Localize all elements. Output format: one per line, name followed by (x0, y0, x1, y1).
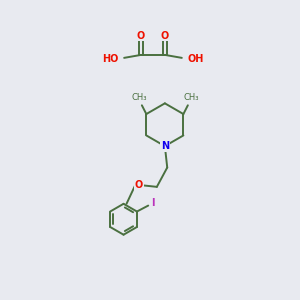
Text: N: N (161, 141, 169, 151)
Text: O: O (137, 31, 145, 40)
Text: HO: HO (102, 54, 119, 64)
Text: CH₃: CH₃ (131, 93, 147, 102)
Text: OH: OH (187, 54, 203, 64)
Text: CH₃: CH₃ (183, 93, 199, 102)
Text: O: O (135, 180, 143, 190)
Text: O: O (161, 31, 169, 40)
Text: I: I (151, 198, 154, 208)
